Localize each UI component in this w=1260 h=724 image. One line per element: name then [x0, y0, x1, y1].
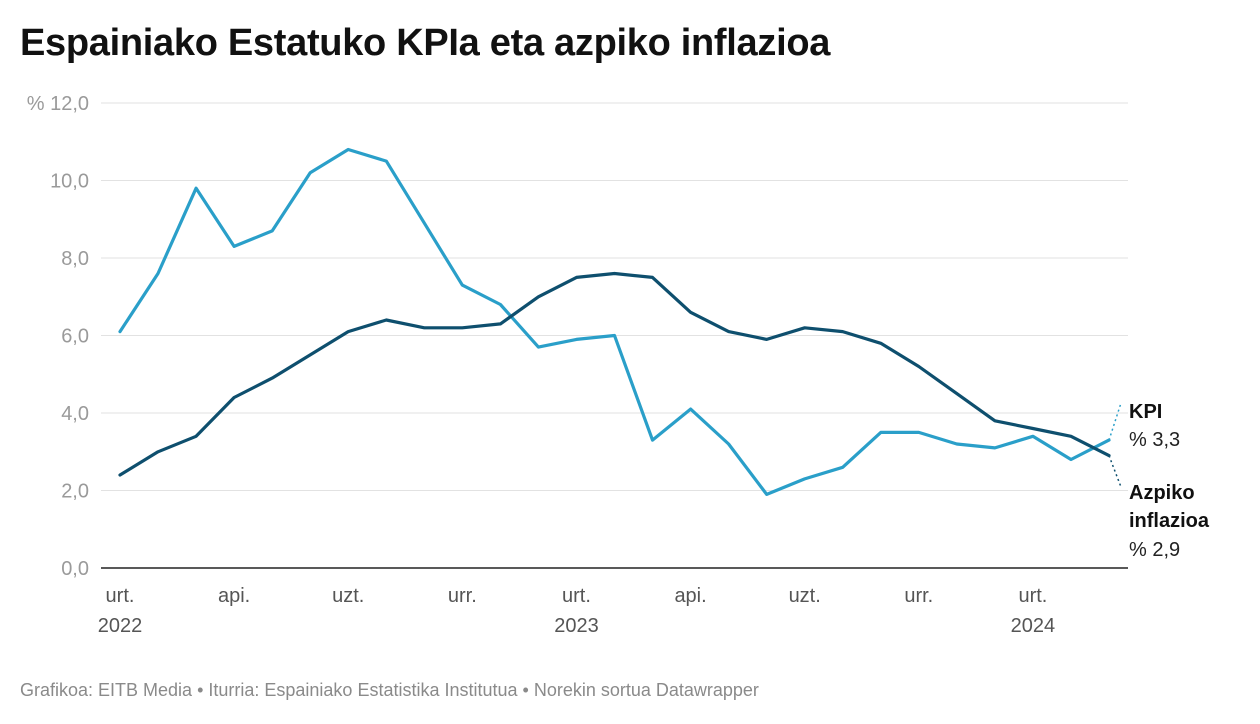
series-labels: KPI % 3,3 Azpiko inflazioa % 2,9: [1108, 401, 1210, 561]
series-lines: [118, 147, 1111, 496]
x-tick-label: uzt.: [789, 585, 821, 607]
x-tick-label: api.: [218, 585, 250, 607]
x-tick-label: api.: [674, 585, 706, 607]
core-label-name-line1: Azpiko: [1129, 482, 1195, 504]
core-inflation-series-line: [118, 271, 1111, 477]
x-tick-label: urt.: [106, 585, 135, 607]
y-tick-label: 0,0: [61, 558, 89, 580]
x-axis-ticks: urt. 2022 api. uzt. urr. urt. 2023 api. uzt. urr.…: [98, 585, 1055, 637]
y-tick-label: 8,0: [61, 248, 89, 270]
x-tick-year: 2023: [554, 615, 599, 637]
x-tick-label: urr.: [448, 585, 477, 607]
core-label-value: % 2,9: [1129, 539, 1180, 561]
y-tick-label: 6,0: [61, 326, 89, 348]
core-leader-line: [1108, 455, 1122, 488]
x-tick-label: urr.: [904, 585, 933, 607]
y-tick-label: 2,0: [61, 481, 89, 503]
kpi-label-value: % 3,3: [1129, 429, 1180, 451]
gridlines: [101, 102, 1128, 569]
y-tick-label: % 12,0: [27, 93, 89, 115]
x-tick-label: urt.: [1018, 585, 1047, 607]
x-tick-label: uzt.: [332, 585, 364, 607]
x-tick-year: 2022: [98, 615, 143, 637]
kpi-label-name: KPI: [1129, 401, 1162, 423]
kpi-leader-line: [1108, 402, 1122, 441]
x-tick-label: urt.: [562, 585, 591, 607]
y-tick-label: 10,0: [50, 171, 89, 193]
chart-title: Espainiako Estatuko KPIa eta azpiko infl…: [20, 22, 831, 64]
footer-credits: Grafikoa: EITB Media • Iturria: Espainia…: [20, 680, 759, 700]
y-tick-label: 4,0: [61, 403, 89, 425]
core-label-name-line2: inflazioa: [1129, 510, 1210, 532]
kpi-series-line: [118, 147, 1111, 496]
y-axis-ticks: 0,0 2,0 4,0 6,0 8,0 10,0 % 12,0: [27, 93, 89, 580]
x-tick-year: 2024: [1011, 615, 1056, 637]
